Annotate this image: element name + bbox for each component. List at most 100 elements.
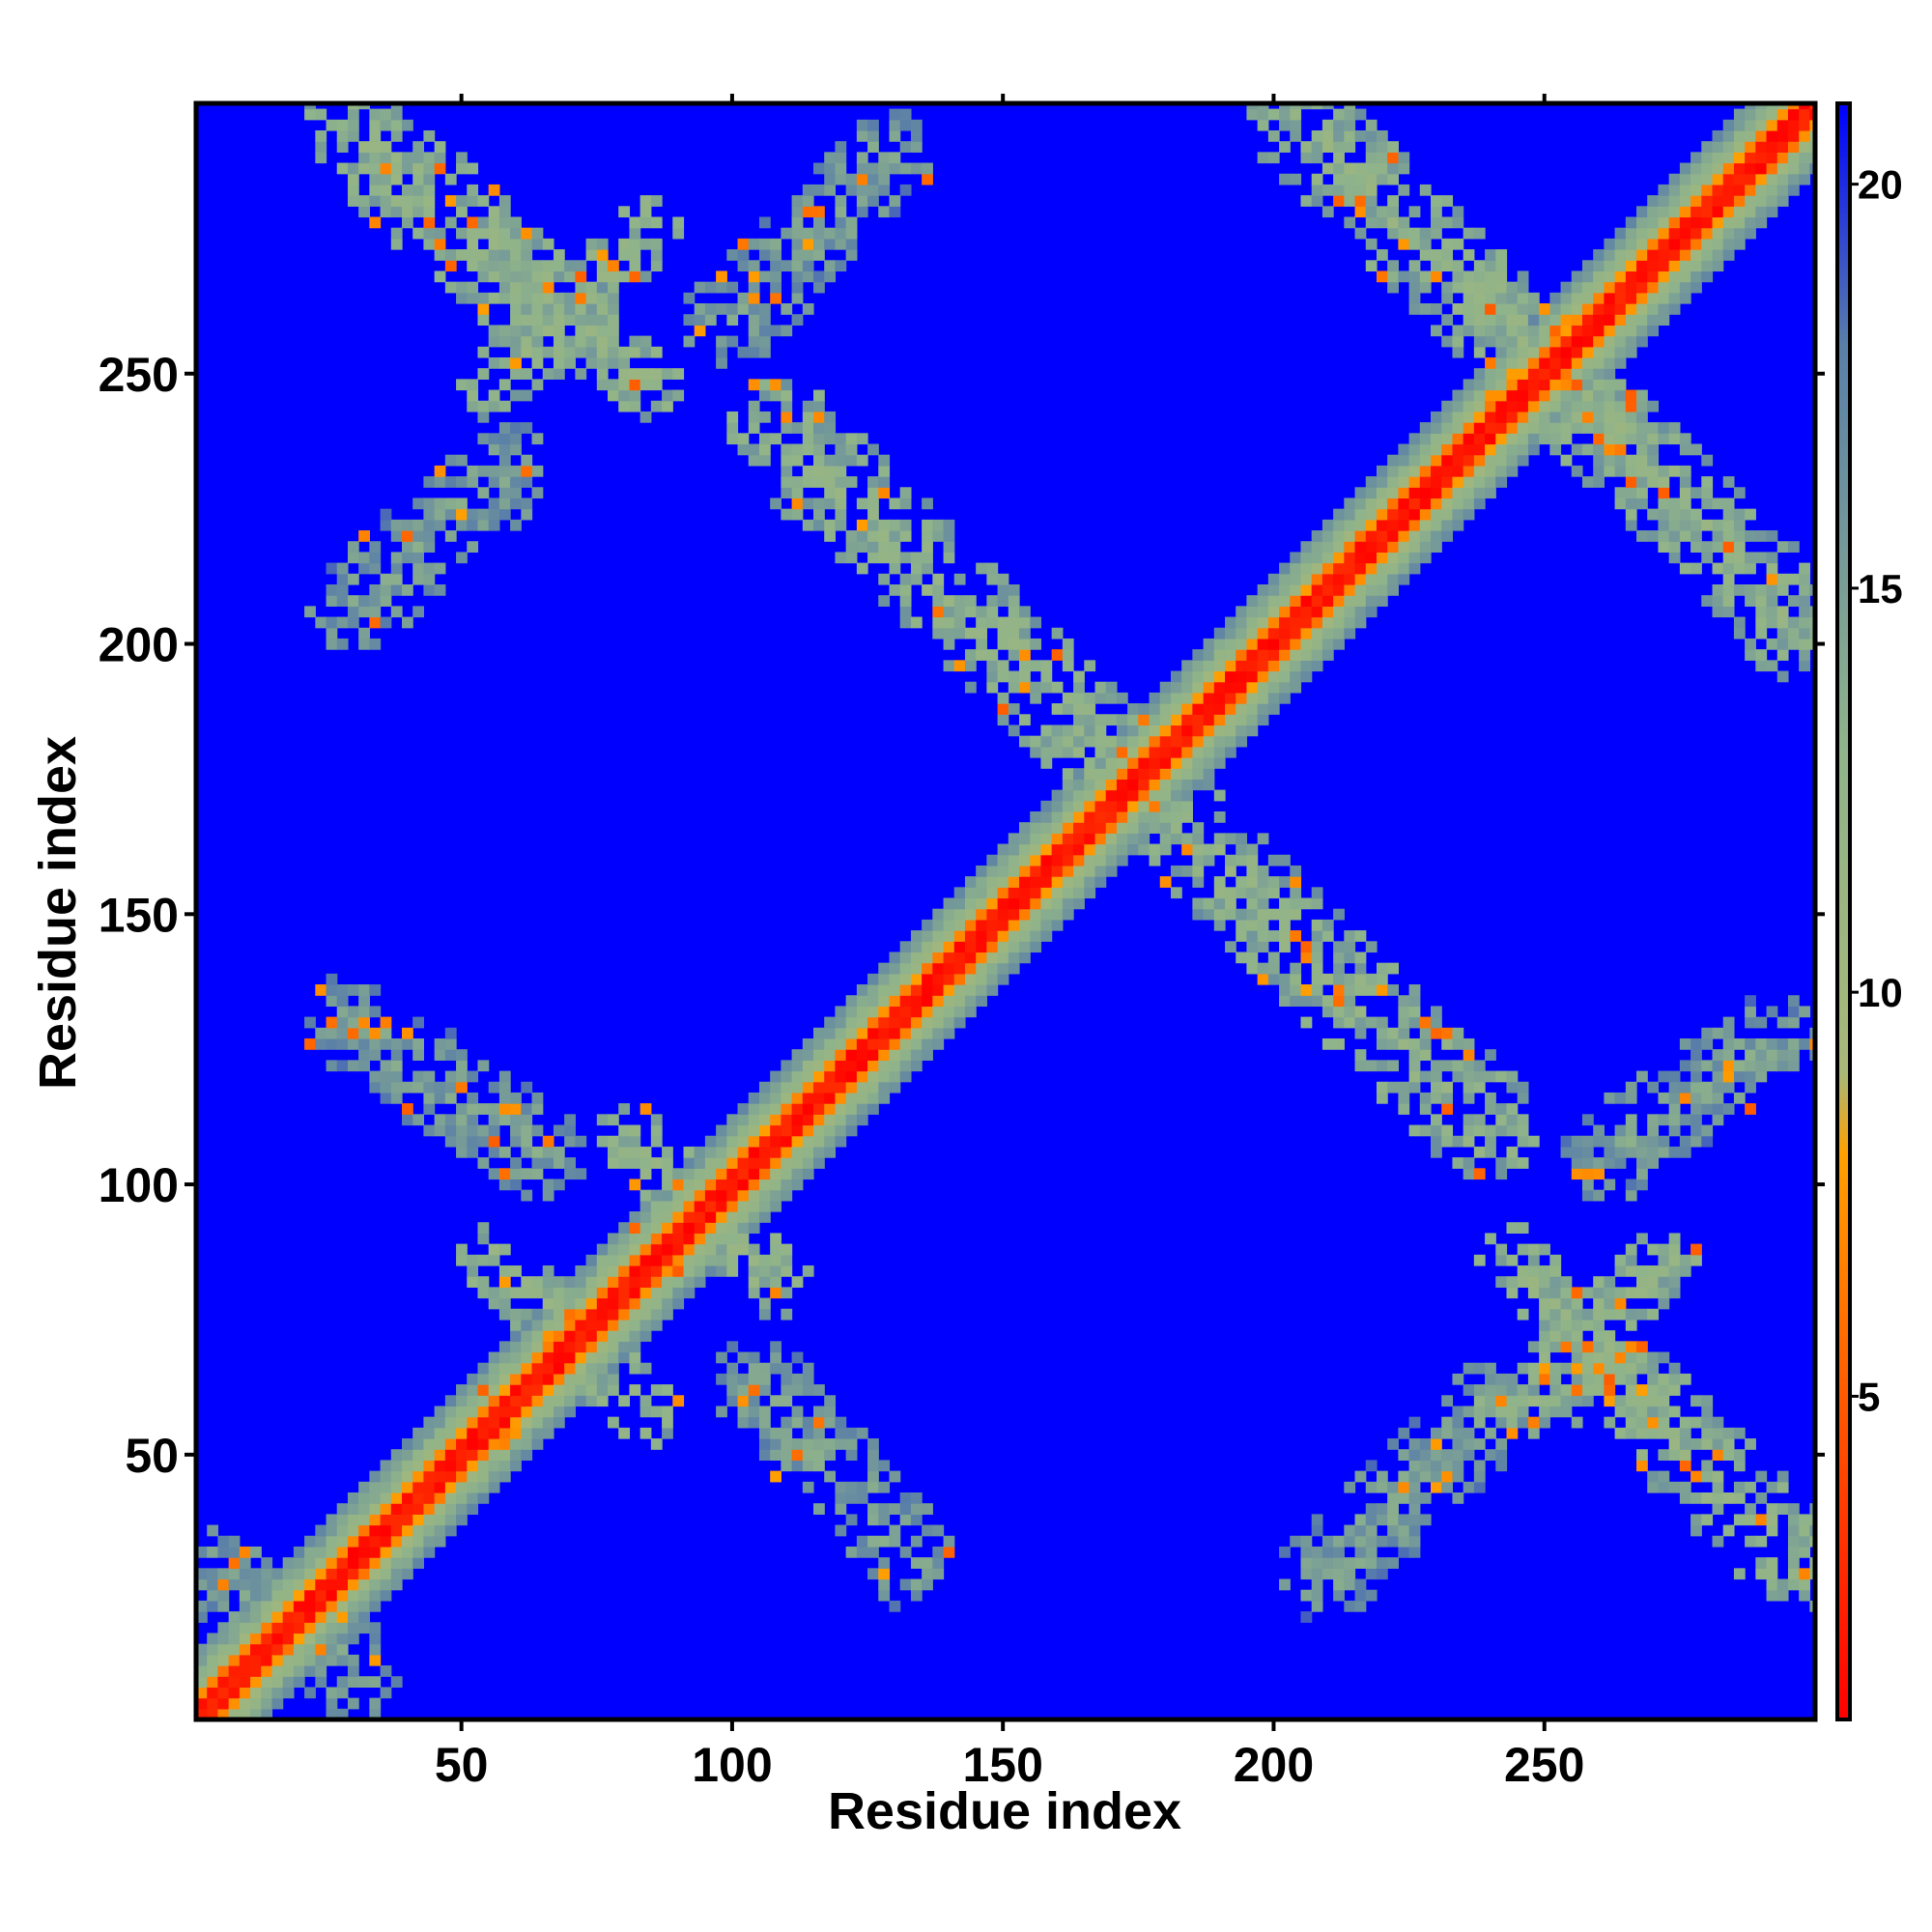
heatmap-cell (282, 1557, 295, 1569)
heatmap-cell (1473, 281, 1486, 294)
heatmap-cell (1722, 1438, 1735, 1450)
heatmap-cell (1593, 270, 1605, 283)
heatmap-cell (271, 1676, 284, 1689)
heatmap-cell (629, 1211, 641, 1223)
heatmap-cell (1030, 887, 1042, 899)
heatmap-cell (932, 530, 945, 542)
heatmap-cell (1733, 1070, 1746, 1083)
heatmap-cell (976, 952, 987, 964)
heatmap-cell (456, 195, 468, 207)
heatmap-cell (1776, 1481, 1789, 1493)
heatmap-cell (1279, 573, 1291, 585)
heatmap-cell (510, 1319, 522, 1331)
heatmap-cell (932, 930, 945, 942)
heatmap-cell (1571, 335, 1583, 348)
heatmap-cell (1485, 422, 1496, 434)
heatmap-cell (412, 541, 425, 554)
heatmap-cell (758, 1264, 771, 1277)
heatmap-cell (1344, 141, 1356, 153)
heatmap-cell (856, 1114, 868, 1126)
heatmap-cell (1668, 1362, 1681, 1375)
heatmap-cell (1084, 865, 1096, 877)
heatmap-cell (1149, 746, 1161, 758)
heatmap-cell (1701, 206, 1714, 218)
heatmap-cell (1712, 530, 1724, 542)
heatmap-cell (1485, 1103, 1496, 1115)
heatmap-cell (1722, 1081, 1735, 1094)
heatmap-cell (1799, 1006, 1810, 1018)
heatmap-cell (964, 595, 977, 607)
heatmap-cell (434, 562, 446, 575)
heatmap-cell (1300, 670, 1313, 683)
heatmap-cell (1030, 854, 1042, 867)
heatmap-cell (1398, 270, 1410, 283)
heatmap-cell (326, 1687, 338, 1699)
heatmap-cell (1560, 1395, 1573, 1407)
heatmap-cell (1614, 1395, 1627, 1407)
heatmap-cell (716, 1351, 727, 1364)
heatmap-cell (596, 346, 609, 358)
heatmap-cell (694, 1276, 706, 1288)
heatmap-cell (1344, 1535, 1356, 1548)
heatmap-cell (1408, 1449, 1421, 1462)
heatmap-cell (1809, 606, 1815, 618)
heatmap-cell (1279, 984, 1291, 996)
heatmap-cell (293, 1568, 305, 1580)
heatmap-cell (639, 1319, 652, 1331)
heatmap-cell (1658, 184, 1670, 196)
heatmap-cell (1647, 1124, 1660, 1137)
heatmap-cell (1354, 1027, 1367, 1039)
heatmap-cell (1571, 1297, 1583, 1310)
heatmap-cell (1073, 670, 1085, 683)
heatmap-cell (380, 616, 392, 629)
heatmap-cell (932, 627, 945, 639)
heatmap-cell (1560, 335, 1573, 348)
heatmap-cell (1668, 508, 1681, 521)
heatmap-cell (1527, 335, 1540, 348)
heatmap-cell (293, 1622, 305, 1634)
heatmap-cell (758, 1449, 771, 1462)
heatmap-cell (477, 487, 490, 499)
heatmap-cell (1311, 552, 1323, 564)
heatmap-cell (510, 1168, 522, 1180)
heatmap-cell (1506, 1222, 1519, 1235)
heatmap-cell (629, 249, 641, 261)
heatmap-cell (1495, 1114, 1508, 1126)
heatmap-cell (1701, 476, 1714, 488)
heatmap-cell (444, 1081, 457, 1094)
heatmap-cell (748, 1416, 760, 1429)
heatmap-cell (390, 103, 403, 110)
heatmap-cell (1116, 822, 1128, 834)
heatmap-cell (390, 1470, 403, 1483)
heatmap-cell (1668, 1373, 1681, 1385)
heatmap-cell (1019, 833, 1031, 845)
heatmap-cell (1701, 1092, 1714, 1104)
heatmap-cell (553, 1146, 565, 1158)
heatmap-cell (1333, 552, 1345, 564)
heatmap-cell (1192, 833, 1205, 845)
heatmap-cell (1094, 789, 1107, 802)
heatmap-cell (1344, 552, 1356, 564)
heatmap-cell (1581, 1362, 1594, 1375)
heatmap-cell (390, 1676, 403, 1689)
heatmap-cell (986, 952, 999, 964)
heatmap-cell (402, 184, 413, 196)
heatmap-cell (1571, 400, 1583, 412)
heatmap-cell (1213, 703, 1226, 715)
heatmap-cell (531, 1362, 544, 1375)
heatmap-cell (770, 1168, 781, 1180)
heatmap-cell (1668, 303, 1681, 315)
heatmap-cell (1463, 1135, 1475, 1148)
heatmap-cell (1658, 195, 1670, 207)
heatmap-cell (867, 1016, 879, 1029)
heatmap-cell (390, 1524, 403, 1537)
heatmap-cell (553, 303, 565, 315)
heatmap-cell (596, 335, 609, 348)
heatmap-cell (694, 303, 706, 315)
heatmap-cell (997, 876, 1009, 888)
heatmap-cell (1463, 292, 1475, 304)
heatmap-cell (467, 1384, 479, 1396)
heatmap-cell (629, 1330, 641, 1342)
heatmap-cell (1745, 1514, 1756, 1526)
heatmap-cell (1799, 119, 1810, 131)
